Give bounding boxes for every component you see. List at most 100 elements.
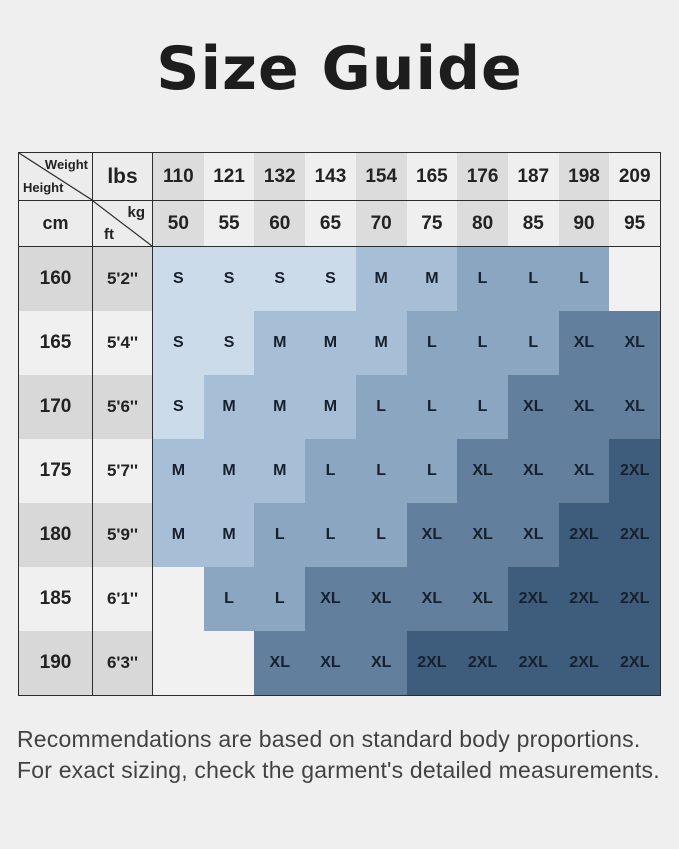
lbs-label: lbs xyxy=(107,164,138,188)
size-cell: XL xyxy=(457,567,508,631)
weight-lbs-cell-value: 209 xyxy=(618,165,651,187)
height-cm-value: 185 xyxy=(39,588,72,609)
height-ft-cell: 5'9'' xyxy=(93,503,153,567)
height-ft-value: 5'6'' xyxy=(106,397,139,416)
size-cell: L xyxy=(355,439,407,503)
size-value: L xyxy=(477,334,488,351)
size-value: M xyxy=(323,398,338,415)
lbs-unit-cell: lbs xyxy=(93,153,153,200)
size-cell: L xyxy=(457,247,508,311)
size-cell: L xyxy=(355,375,407,439)
size-value: 2XL xyxy=(417,654,447,671)
size-cells: M M M L L L XL XL XL 2XL xyxy=(153,439,661,503)
height-cm-value: 165 xyxy=(39,332,72,353)
size-cell: M xyxy=(254,439,306,503)
height-cm-value: 175 xyxy=(39,460,72,481)
size-cell: 2XL xyxy=(457,631,508,695)
size-cell: M xyxy=(153,439,204,503)
weight-lbs-cell: 165 xyxy=(406,153,458,200)
size-value: S xyxy=(173,334,184,351)
size-cell: L xyxy=(406,311,458,375)
size-cell: S xyxy=(305,247,356,311)
size-cell: L xyxy=(254,567,306,631)
size-cell: XL xyxy=(305,567,356,631)
size-cell: XL xyxy=(457,503,508,567)
weight-kg-cell-value: 60 xyxy=(269,212,291,234)
size-value: L xyxy=(274,590,285,607)
weight-lbs-cell: 209 xyxy=(609,153,661,200)
size-cell: 2XL xyxy=(609,503,661,567)
size-cell: 2XL xyxy=(558,503,610,567)
size-cell: M xyxy=(203,503,255,567)
size-value: M xyxy=(425,270,439,287)
footer-line-1: Recommendations are based on standard bo… xyxy=(17,726,641,752)
weight-kg-header-row: cm kg ft 50 55 60 65 70 75 80 85 90 95 xyxy=(19,201,661,247)
size-cell: 2XL xyxy=(507,631,559,695)
weight-kg-cell: 60 xyxy=(254,201,306,246)
weight-lbs-cells: 110 121 132 143 154 165 176 187 198 209 xyxy=(153,153,661,200)
size-cell: XL xyxy=(558,439,610,503)
size-value: M xyxy=(273,462,287,479)
height-cm-cell: 170 xyxy=(19,375,93,439)
size-value: XL xyxy=(573,398,595,415)
size-value: XL xyxy=(624,334,645,351)
size-value: M xyxy=(222,398,236,415)
size-value: L xyxy=(376,398,387,415)
size-value: 2XL xyxy=(620,654,650,671)
weight-lbs-cell-value: 132 xyxy=(263,165,296,187)
size-value: M xyxy=(171,526,186,543)
weight-lbs-cell: 176 xyxy=(457,153,508,200)
size-cell xyxy=(609,247,661,311)
size-value: XL xyxy=(320,654,341,671)
size-value: XL xyxy=(523,526,544,543)
size-cell: L xyxy=(355,503,407,567)
size-value: S xyxy=(325,270,336,287)
weight-lbs-cell: 132 xyxy=(254,153,306,200)
weight-lbs-cell-value: 121 xyxy=(213,165,245,187)
height-ft-value: 6'3'' xyxy=(106,653,139,672)
size-value: L xyxy=(477,398,488,415)
size-cell: S xyxy=(254,247,306,311)
weight-kg-cell: 55 xyxy=(203,201,255,246)
weight-kg-cell-value: 65 xyxy=(319,212,342,234)
size-value: XL xyxy=(269,654,290,671)
weight-kg-cell: 50 xyxy=(153,201,204,246)
size-cell xyxy=(153,631,204,695)
weight-lbs-cell-value: 198 xyxy=(568,165,600,187)
size-cell: L xyxy=(507,247,559,311)
weight-kg-cell: 90 xyxy=(558,201,610,246)
weight-kg-cell-value: 90 xyxy=(573,212,595,234)
height-ft-value: 5'4'' xyxy=(106,333,139,352)
size-value: L xyxy=(376,526,387,543)
height-cm-value: 190 xyxy=(39,652,72,673)
size-value: XL xyxy=(624,398,645,415)
size-cell: XL xyxy=(558,375,610,439)
size-value: L xyxy=(426,398,437,415)
height-cm-value: 180 xyxy=(39,524,72,545)
height-ft-cell: 5'6'' xyxy=(93,375,153,439)
size-cell: XL xyxy=(254,631,306,695)
height-ft-value: 5'2'' xyxy=(106,269,139,288)
size-value: L xyxy=(426,462,437,479)
weight-kg-cell: 65 xyxy=(305,201,356,246)
weight-lbs-cell-value: 187 xyxy=(517,165,550,187)
size-cell: XL xyxy=(507,375,559,439)
size-value: S xyxy=(173,270,184,287)
size-value: 2XL xyxy=(467,654,498,671)
size-cell: XL xyxy=(406,503,458,567)
height-ft-cell: 5'7'' xyxy=(93,439,153,503)
size-value: M xyxy=(374,334,388,351)
size-value: XL xyxy=(472,462,493,479)
weight-lbs-cell: 143 xyxy=(305,153,356,200)
size-cell: S xyxy=(203,311,255,375)
size-value: M xyxy=(323,334,338,351)
weight-lbs-cell: 110 xyxy=(153,153,204,200)
size-cell: M xyxy=(406,247,458,311)
size-value: 2XL xyxy=(569,654,599,671)
weight-lbs-cell-value: 143 xyxy=(314,165,347,187)
height-ft-cell: 6'3'' xyxy=(93,631,153,695)
size-cells: M M L L L XL XL XL 2XL 2XL xyxy=(153,503,661,567)
size-cell: XL xyxy=(507,439,559,503)
height-ft-cell: 5'4'' xyxy=(93,311,153,375)
